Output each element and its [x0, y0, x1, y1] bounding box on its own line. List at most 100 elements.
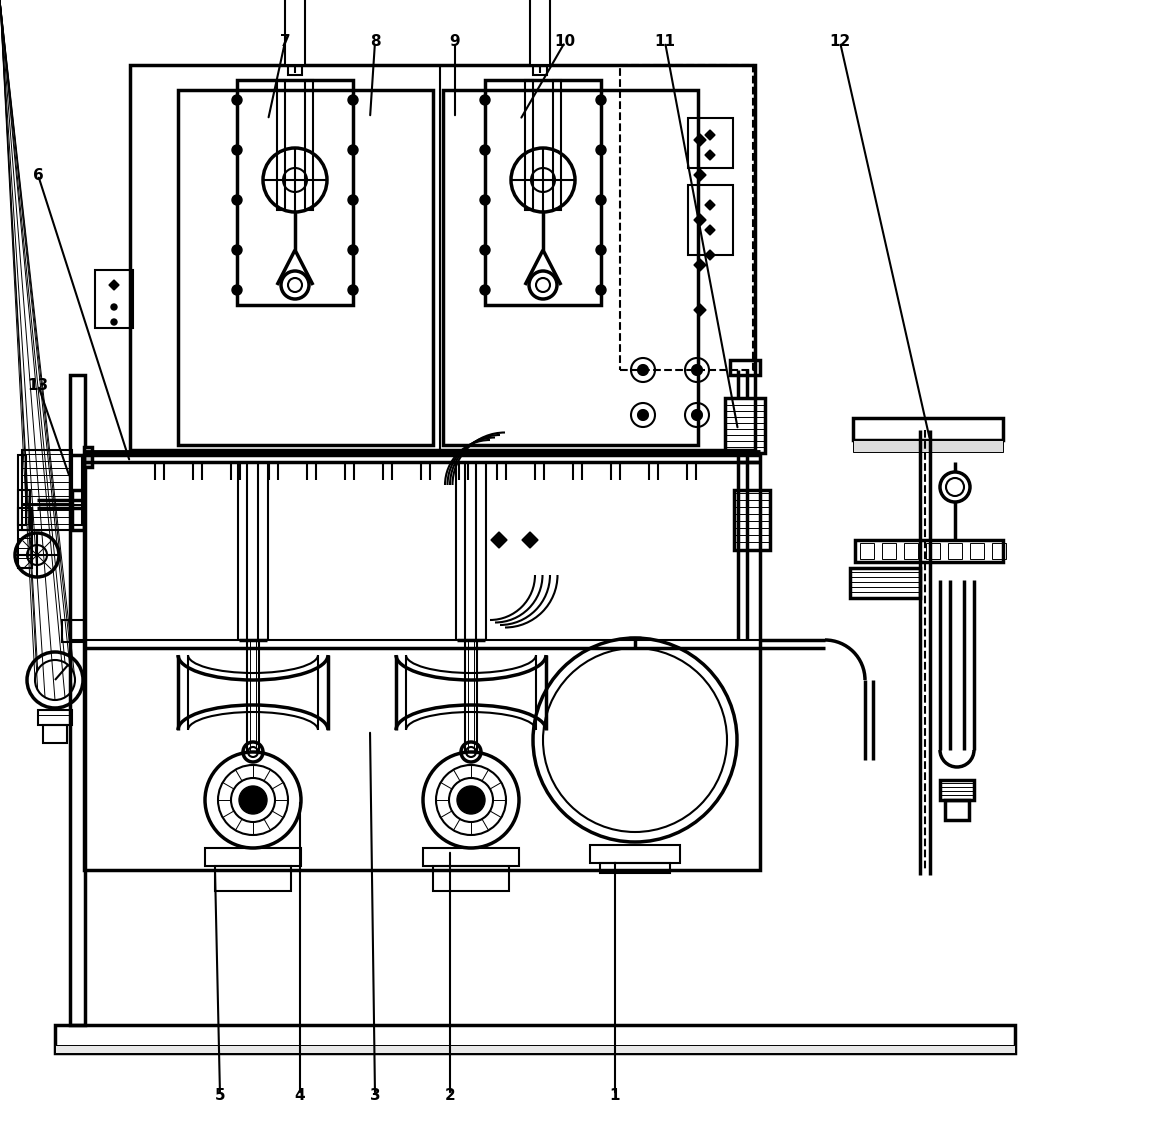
- Circle shape: [595, 195, 606, 205]
- Polygon shape: [705, 225, 715, 235]
- Bar: [552, 80, 561, 210]
- Circle shape: [638, 411, 647, 419]
- Bar: [17, 489, 30, 531]
- Polygon shape: [705, 250, 715, 260]
- Bar: [130, 65, 755, 450]
- Circle shape: [231, 195, 242, 205]
- Text: 2: 2: [444, 1087, 456, 1102]
- Bar: [992, 543, 1006, 559]
- Polygon shape: [694, 133, 706, 146]
- Circle shape: [480, 245, 490, 254]
- Bar: [305, 80, 313, 210]
- Text: 9: 9: [450, 34, 461, 49]
- Bar: [62, 620, 84, 642]
- Circle shape: [595, 285, 606, 296]
- Polygon shape: [694, 259, 706, 272]
- Bar: [620, 65, 752, 370]
- Polygon shape: [694, 215, 706, 226]
- Bar: [859, 543, 875, 559]
- Bar: [948, 543, 962, 559]
- Circle shape: [110, 319, 117, 325]
- Bar: [43, 725, 67, 743]
- Bar: [852, 418, 1003, 440]
- Text: 5: 5: [215, 1087, 226, 1102]
- Text: 11: 11: [655, 34, 676, 49]
- Circle shape: [110, 304, 117, 310]
- Polygon shape: [694, 169, 706, 181]
- Circle shape: [480, 285, 490, 296]
- Circle shape: [240, 786, 267, 814]
- Bar: [285, 0, 305, 65]
- Polygon shape: [694, 304, 706, 316]
- Bar: [926, 543, 940, 559]
- Bar: [17, 508, 33, 568]
- Text: 1: 1: [609, 1087, 620, 1102]
- Bar: [852, 440, 1003, 452]
- Bar: [533, 65, 547, 75]
- Text: 12: 12: [829, 34, 850, 49]
- Polygon shape: [109, 280, 119, 290]
- Circle shape: [348, 95, 358, 105]
- Text: 3: 3: [370, 1087, 380, 1102]
- Bar: [525, 80, 533, 210]
- Circle shape: [348, 245, 358, 254]
- Bar: [55, 1045, 1015, 1053]
- Circle shape: [595, 95, 606, 105]
- Circle shape: [693, 411, 701, 419]
- Circle shape: [480, 145, 490, 155]
- Bar: [688, 118, 733, 168]
- Bar: [904, 543, 918, 559]
- Polygon shape: [705, 130, 715, 140]
- Circle shape: [638, 366, 647, 374]
- Polygon shape: [522, 532, 538, 548]
- Circle shape: [231, 285, 242, 296]
- Bar: [237, 80, 354, 305]
- Bar: [84, 455, 759, 869]
- Bar: [940, 780, 973, 800]
- Bar: [433, 866, 509, 891]
- Circle shape: [231, 145, 242, 155]
- Polygon shape: [705, 149, 715, 160]
- Bar: [72, 489, 84, 531]
- Bar: [423, 848, 519, 866]
- Bar: [55, 1025, 1015, 1053]
- Bar: [485, 80, 601, 305]
- Text: 13: 13: [28, 378, 49, 393]
- Text: 10: 10: [555, 34, 576, 49]
- Bar: [95, 270, 133, 327]
- Circle shape: [480, 195, 490, 205]
- Circle shape: [348, 285, 358, 296]
- Text: 7: 7: [279, 34, 291, 49]
- Circle shape: [348, 195, 358, 205]
- Bar: [72, 455, 83, 525]
- Bar: [17, 455, 26, 525]
- Text: 4: 4: [294, 1087, 306, 1102]
- Bar: [734, 489, 770, 550]
- Bar: [443, 90, 698, 445]
- Circle shape: [231, 95, 242, 105]
- Bar: [22, 450, 72, 531]
- Bar: [530, 0, 550, 65]
- Circle shape: [595, 145, 606, 155]
- Text: 8: 8: [370, 34, 380, 49]
- Bar: [84, 447, 92, 467]
- Bar: [70, 375, 85, 1025]
- Bar: [288, 65, 302, 75]
- Bar: [38, 710, 72, 725]
- Bar: [855, 540, 1003, 563]
- Bar: [600, 863, 670, 873]
- Circle shape: [457, 786, 485, 814]
- Polygon shape: [491, 532, 507, 548]
- Bar: [178, 90, 433, 445]
- Text: 6: 6: [33, 168, 43, 183]
- Bar: [215, 866, 291, 891]
- Bar: [882, 543, 896, 559]
- Bar: [970, 543, 984, 559]
- Circle shape: [348, 145, 358, 155]
- Bar: [725, 398, 765, 453]
- Bar: [590, 845, 680, 863]
- Bar: [946, 800, 969, 820]
- Circle shape: [231, 245, 242, 254]
- Circle shape: [480, 95, 490, 105]
- Bar: [277, 80, 285, 210]
